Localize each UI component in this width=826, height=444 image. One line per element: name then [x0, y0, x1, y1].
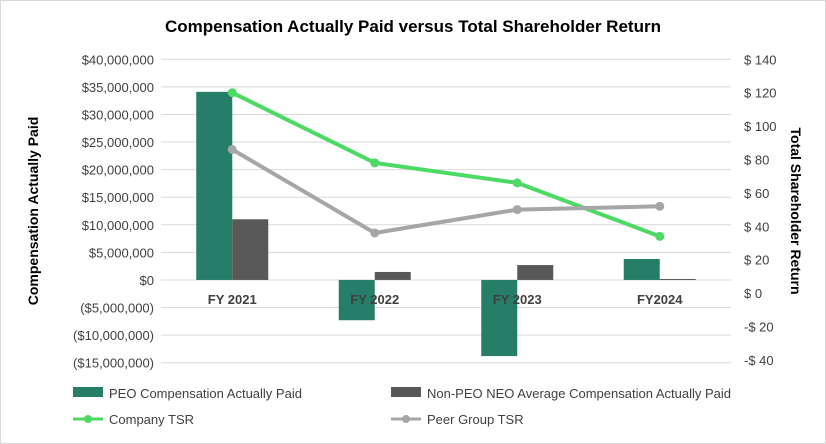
y-axis-label: Compensation Actually Paid: [25, 117, 41, 306]
x-tick-label: FY 2021: [208, 292, 257, 307]
legend-marker: [402, 415, 410, 423]
point-peer-tsr: [655, 201, 665, 211]
bar-neo: [232, 219, 269, 280]
x-tick-label: FY 2023: [493, 292, 542, 307]
y2-tick-label: $ 120: [744, 86, 777, 101]
bar-peo: [196, 91, 233, 280]
y2-tick-label: -$ 40: [744, 353, 774, 368]
point-company-tsr: [227, 88, 237, 98]
legend-entry: Peer Group TSR: [427, 412, 524, 427]
bar-peo: [623, 258, 660, 280]
chart-title: Compensation Actually Paid versus Total …: [165, 17, 661, 36]
bar-neo: [659, 278, 696, 280]
y-tick-label: ($15,000,000): [73, 356, 154, 371]
y-tick-label: $35,000,000: [82, 80, 154, 95]
y2-tick-label: $ 140: [744, 52, 777, 67]
x-tick-label: FY2024: [637, 292, 683, 307]
y2-tick-label: $ 0: [744, 286, 762, 301]
y-tick-label: $10,000,000: [82, 218, 154, 233]
y2-tick-label: $ 20: [744, 253, 769, 268]
y-tick-label: ($5,000,000): [80, 301, 154, 316]
point-peer-tsr: [512, 205, 522, 215]
bar-neo: [374, 271, 411, 280]
legend-swatch: [73, 387, 103, 397]
point-peer-tsr: [227, 144, 237, 154]
bar-neo: [517, 265, 554, 280]
legend-entry: Non-PEO NEO Average Compensation Actuall…: [427, 386, 731, 401]
y-tick-label: $15,000,000: [82, 190, 154, 205]
y2-tick-label: $ 80: [744, 153, 769, 168]
y2-tick-label: -$ 20: [744, 320, 774, 335]
point-company-tsr: [512, 178, 522, 188]
y2-axis-label: Total Shareholder Return: [788, 128, 804, 295]
y-tick-label: $20,000,000: [82, 163, 154, 178]
bar-peo: [481, 279, 518, 357]
point-peer-tsr: [370, 228, 380, 238]
line-peer-tsr: [231, 147, 660, 236]
y2-tick-label: $ 100: [744, 119, 777, 134]
bar-peo: [338, 279, 375, 321]
y-tick-label: $5,000,000: [89, 245, 154, 260]
y2-tick-label: $ 40: [744, 219, 769, 234]
y2-tick-label: $ 60: [744, 186, 769, 201]
point-company-tsr: [370, 158, 380, 168]
y-tick-label: $0: [140, 273, 154, 288]
y-tick-label: $25,000,000: [82, 135, 154, 150]
legend-marker: [84, 415, 92, 423]
y-tick-label: $30,000,000: [82, 107, 154, 122]
point-company-tsr: [655, 231, 665, 241]
legend-swatch: [391, 387, 421, 397]
legend-entry: PEO Compensation Actually Paid: [109, 386, 302, 401]
legend-entry: Company TSR: [109, 412, 194, 427]
x-tick-label: FY 2022: [350, 292, 399, 307]
y-tick-label: ($10,000,000): [73, 328, 154, 343]
y-tick-label: $40,000,000: [82, 52, 154, 67]
